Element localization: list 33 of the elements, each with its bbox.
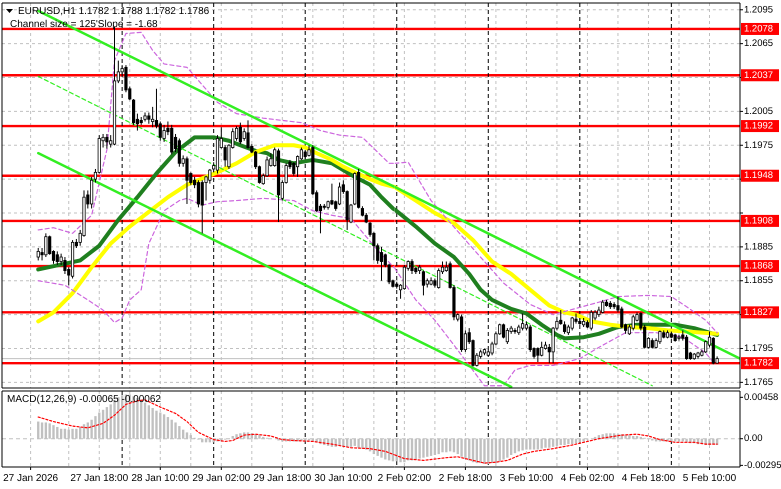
x-tick-label: 30 Jan 10:00	[314, 473, 373, 484]
y-tick-label: 1.1855	[744, 275, 774, 286]
x-tick-label: 5 Feb 10:00	[682, 473, 737, 484]
ref-line-label: 1.1948	[744, 170, 774, 182]
x-tick-label: 27 Jan 18:00	[70, 473, 129, 484]
y-tick-label: 1.1765	[744, 376, 774, 388]
y-tick-label: 0.00	[744, 433, 762, 444]
x-tick-label: 28 Jan 10:00	[131, 473, 190, 484]
x-tick-label: 4 Feb 02:00	[560, 473, 615, 484]
ref-line-label: 1.2078	[744, 23, 774, 34]
y-tick-label: 0.00458	[744, 392, 778, 403]
y-tick-label: 1.1885	[744, 241, 774, 252]
x-tick-label: 29 Jan 18:00	[253, 473, 312, 484]
chart-title: MACD(12,26,9) -0.00065 -0.00062	[7, 394, 162, 405]
y-tick-label: 1.2065	[744, 38, 774, 50]
y-tick-label: 1.1795	[744, 342, 774, 354]
ref-line-label: 1.1908	[744, 215, 774, 226]
x-tick-label: 4 Feb 18:00	[622, 473, 676, 484]
x-tick-label: 29 Jan 02:00	[192, 473, 251, 484]
y-tick-label: 1.2095	[744, 4, 774, 16]
y-tick-label: -0.00295	[744, 460, 781, 471]
x-tick-label: 3 Feb 10:00	[500, 473, 554, 484]
x-tick-label: 2 Feb 02:00	[378, 473, 432, 484]
ref-line-label: 1.1868	[744, 260, 774, 272]
ref-line-label: 1.2037	[744, 70, 774, 81]
y-tick-label: 1.1975	[744, 140, 774, 151]
x-tick-label: 27 Jan 2026	[3, 473, 59, 484]
ref-line-label: 1.1992	[744, 120, 774, 132]
text: Channel size = 125'Slope = -1.68	[10, 19, 158, 30]
x-tick-label: 2 Feb 18:00	[438, 473, 493, 484]
ref-line-label: 1.1827	[744, 306, 774, 318]
y-tick-label: 1.2005	[744, 106, 774, 117]
ref-line-label: 1.1782	[744, 358, 774, 369]
